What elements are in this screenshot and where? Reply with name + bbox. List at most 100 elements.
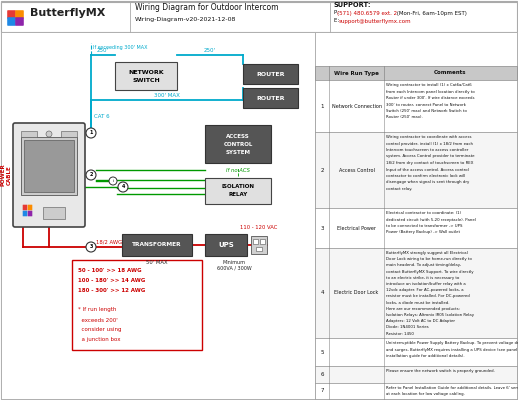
FancyBboxPatch shape [315, 248, 517, 338]
Text: Uninterruptible Power Supply Battery Backup. To prevent voltage drops: Uninterruptible Power Supply Battery Bac… [386, 341, 518, 345]
Text: locks, a diode must be installed.: locks, a diode must be installed. [386, 301, 450, 305]
Circle shape [86, 128, 96, 138]
Circle shape [118, 182, 128, 192]
Text: SYSTEM: SYSTEM [225, 150, 251, 154]
Text: contractor to confirm electronic lock will: contractor to confirm electronic lock wi… [386, 174, 465, 178]
Text: 5: 5 [320, 350, 324, 354]
Text: P:: P: [334, 10, 341, 16]
FancyBboxPatch shape [15, 10, 24, 19]
Text: introduce an isolation/buffer relay with a: introduce an isolation/buffer relay with… [386, 282, 466, 286]
Text: SWITCH: SWITCH [132, 78, 160, 82]
FancyBboxPatch shape [260, 239, 265, 244]
FancyBboxPatch shape [315, 208, 517, 248]
Text: Wire Run Type: Wire Run Type [334, 70, 379, 76]
Text: ROUTER: ROUTER [256, 96, 285, 100]
Text: (571) 480.6579 ext. 2: (571) 480.6579 ext. 2 [337, 10, 397, 16]
Text: Electric Door Lock: Electric Door Lock [335, 290, 379, 296]
Text: 50' MAX: 50' MAX [146, 260, 168, 265]
FancyBboxPatch shape [315, 383, 517, 399]
Text: Wiring-Diagram-v20-2021-12-08: Wiring-Diagram-v20-2021-12-08 [135, 16, 236, 22]
Text: 12vdc adapter. For AC-powered locks, a: 12vdc adapter. For AC-powered locks, a [386, 288, 464, 292]
FancyBboxPatch shape [115, 62, 177, 90]
FancyBboxPatch shape [205, 125, 271, 163]
Text: 600VA / 300W: 600VA / 300W [217, 266, 251, 271]
Text: ButterflyMX strongly suggest all Electrical: ButterflyMX strongly suggest all Electri… [386, 251, 468, 255]
Text: from each Intercom panel location directly to: from each Intercom panel location direct… [386, 90, 475, 94]
Text: TRANSFORMER: TRANSFORMER [132, 242, 182, 248]
Text: 4: 4 [121, 184, 125, 190]
Text: 4: 4 [320, 290, 324, 296]
Text: CONTROL: CONTROL [223, 142, 253, 146]
Text: Wiring Diagram for Outdoor Intercom: Wiring Diagram for Outdoor Intercom [135, 4, 279, 12]
Text: Isolation Relays: Altronix IR05 Isolation Relay: Isolation Relays: Altronix IR05 Isolatio… [386, 313, 474, 317]
Text: Minimum: Minimum [223, 260, 246, 265]
Text: E:: E: [334, 18, 341, 24]
Text: consider using: consider using [78, 328, 122, 332]
Text: 1: 1 [320, 104, 324, 108]
Text: Electrical contractor to coordinate: (1): Electrical contractor to coordinate: (1) [386, 211, 461, 215]
Text: support@butterflymx.com: support@butterflymx.com [339, 18, 412, 24]
Text: 18/2 from dry contact of touchscreen to REX: 18/2 from dry contact of touchscreen to … [386, 161, 473, 165]
Text: system. Access Control provider to terminate: system. Access Control provider to termi… [386, 154, 474, 158]
Text: 3: 3 [320, 226, 324, 230]
Text: Diode: 1N4001 Series: Diode: 1N4001 Series [386, 326, 428, 330]
Circle shape [86, 170, 96, 180]
FancyBboxPatch shape [1, 2, 517, 32]
Text: exceeds 200': exceeds 200' [78, 318, 118, 322]
Text: 300' to router, connect Panel to Network: 300' to router, connect Panel to Network [386, 102, 466, 106]
FancyBboxPatch shape [15, 17, 24, 26]
FancyBboxPatch shape [315, 80, 517, 132]
Text: NETWORK: NETWORK [128, 70, 164, 76]
Text: 2: 2 [320, 168, 324, 172]
Text: 2: 2 [89, 172, 93, 178]
Text: Comments: Comments [434, 70, 467, 76]
Text: Intercom touchscreen to access controller: Intercom touchscreen to access controlle… [386, 148, 468, 152]
FancyBboxPatch shape [315, 338, 517, 366]
FancyBboxPatch shape [243, 64, 298, 84]
FancyBboxPatch shape [43, 207, 65, 219]
FancyBboxPatch shape [7, 17, 16, 26]
Text: Refer to Panel Installation Guide for additional details. Leave 6' service loop: Refer to Panel Installation Guide for ad… [386, 386, 518, 390]
Text: SUPPORT:: SUPPORT: [334, 2, 371, 8]
Text: (Mon-Fri, 6am-10pm EST): (Mon-Fri, 6am-10pm EST) [395, 10, 467, 16]
Text: Adapters: 12 Volt AC to DC Adapter: Adapters: 12 Volt AC to DC Adapter [386, 319, 455, 323]
Text: at each location for low voltage cabling.: at each location for low voltage cabling… [386, 392, 465, 396]
FancyBboxPatch shape [315, 366, 517, 383]
Text: 6: 6 [320, 372, 324, 377]
FancyBboxPatch shape [61, 131, 77, 137]
Text: 7: 7 [320, 388, 324, 394]
Text: 250': 250' [97, 48, 109, 53]
Text: 50 - 100' >> 18 AWG: 50 - 100' >> 18 AWG [78, 268, 141, 272]
FancyBboxPatch shape [315, 32, 517, 399]
Circle shape [86, 242, 96, 252]
FancyBboxPatch shape [7, 10, 16, 19]
Text: Electrical Power: Electrical Power [337, 226, 376, 230]
Text: Wiring contractor to install (1) x Cat6a/Cat6: Wiring contractor to install (1) x Cat6a… [386, 83, 471, 87]
Text: UPS: UPS [218, 242, 234, 248]
Circle shape [46, 131, 52, 137]
Text: to be connected to transformer -> UPS: to be connected to transformer -> UPS [386, 224, 463, 228]
Text: 18/2 AWG: 18/2 AWG [96, 240, 122, 245]
Text: 250': 250' [204, 48, 216, 53]
Text: 1: 1 [89, 130, 93, 136]
Text: 110 - 120 VAC: 110 - 120 VAC [240, 225, 278, 230]
FancyBboxPatch shape [1, 32, 315, 399]
FancyBboxPatch shape [13, 123, 85, 227]
Text: i: i [112, 179, 113, 183]
Text: to an electric strike, it is necessary to: to an electric strike, it is necessary t… [386, 276, 459, 280]
Text: Access Control: Access Control [339, 168, 375, 172]
Text: Router if under 300'. If wire distance exceeds: Router if under 300'. If wire distance e… [386, 96, 474, 100]
FancyBboxPatch shape [24, 140, 74, 192]
Text: contact ButterflyMX Support. To wire directly: contact ButterflyMX Support. To wire dir… [386, 270, 473, 274]
Text: Power (Battery Backup) -> Wall outlet: Power (Battery Backup) -> Wall outlet [386, 230, 460, 234]
Text: ROUTER: ROUTER [256, 72, 285, 76]
Circle shape [109, 177, 117, 185]
Text: Wiring contractor to coordinate with access: Wiring contractor to coordinate with acc… [386, 135, 471, 139]
Text: 300' MAX: 300' MAX [154, 93, 180, 98]
FancyBboxPatch shape [251, 236, 267, 254]
Text: If exceeding 300' MAX: If exceeding 300' MAX [93, 46, 148, 50]
FancyBboxPatch shape [23, 205, 27, 210]
Text: installation guide for additional details).: installation guide for additional detail… [386, 354, 465, 358]
Text: Please ensure the network switch is properly grounded.: Please ensure the network switch is prop… [386, 369, 495, 373]
Text: contact relay.: contact relay. [386, 187, 412, 191]
